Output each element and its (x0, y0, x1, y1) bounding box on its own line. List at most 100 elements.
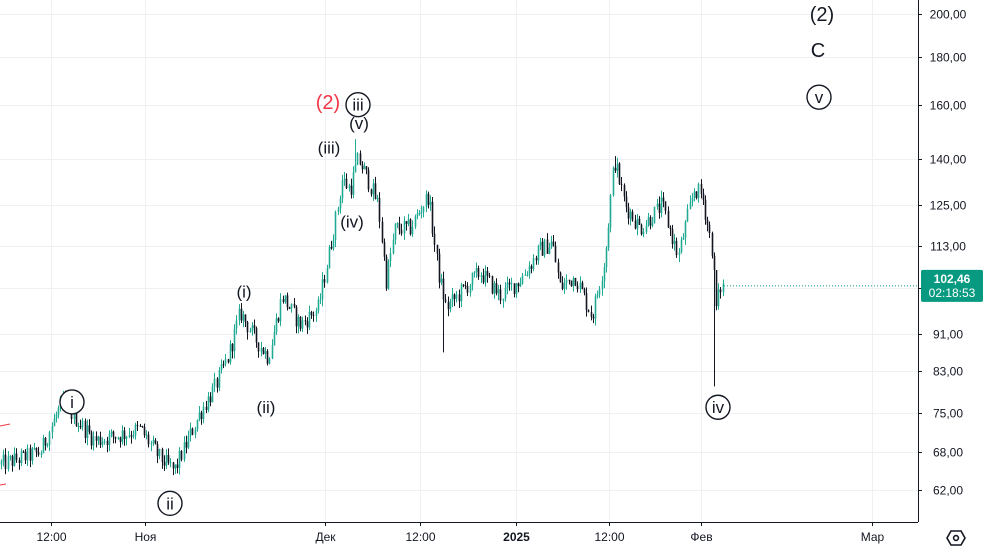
candle-body (535, 257, 538, 261)
candle (227, 358, 230, 364)
candle (279, 293, 282, 327)
candle (667, 206, 670, 228)
candle-body (431, 201, 434, 234)
candle (603, 262, 606, 289)
y-axis-ticks[interactable]: 200,00180,00160,00140,00125,00113,00102,… (918, 8, 967, 498)
y-tick-label: 113,00 (930, 240, 966, 254)
candle-body (95, 436, 98, 441)
candles (0, 139, 918, 476)
candle (97, 435, 100, 445)
candle (143, 423, 146, 438)
candle (128, 427, 131, 439)
candle (444, 294, 447, 304)
wave-label[interactable]: iii (345, 91, 371, 118)
candle (711, 231, 714, 259)
wave-label[interactable]: (iv) (340, 213, 364, 232)
candle (576, 281, 579, 293)
candle (7, 450, 10, 472)
candle-body (548, 247, 551, 254)
candle-body (471, 272, 474, 286)
candle-body (513, 283, 516, 294)
wave-label[interactable]: (ii) (257, 398, 276, 417)
candle (438, 248, 441, 289)
candle-body (612, 167, 615, 196)
wave-label[interactable]: (2) (316, 92, 340, 114)
candle-body (552, 241, 555, 246)
candle-body (271, 345, 274, 359)
candle (543, 238, 546, 258)
candle-body (680, 239, 683, 253)
candle-body (645, 225, 648, 232)
candle-body (242, 314, 245, 321)
candle (546, 233, 549, 254)
wave-label-text: (2) (316, 92, 340, 114)
wave-label[interactable]: (iii) (318, 138, 341, 157)
candle-body (398, 223, 401, 230)
candle-body (618, 163, 621, 184)
candle (658, 196, 661, 219)
candle-body (328, 246, 331, 269)
candle-body (260, 348, 263, 352)
candle-body (530, 266, 533, 269)
candle (403, 216, 406, 240)
candle-body (24, 451, 27, 461)
x-axis-ticks[interactable]: 12:00 Ноя Дек 12:00 2025 12:00 Фев Мар (36, 522, 885, 544)
candle (693, 188, 696, 202)
candle (671, 224, 674, 249)
candle-body (559, 272, 562, 283)
wave-label[interactable]: ii (157, 490, 183, 517)
candle-body (491, 276, 494, 294)
candle-body (348, 185, 351, 189)
candle-body (455, 294, 458, 299)
candle-body (90, 432, 93, 446)
candle-body (653, 206, 656, 224)
candle-body (176, 464, 179, 468)
candle (572, 276, 575, 292)
wave-label[interactable]: (i) (236, 283, 251, 302)
candle-body (671, 229, 674, 245)
wave-label[interactable]: (v) (349, 114, 369, 133)
wave-label[interactable]: (2) (810, 4, 834, 26)
candle (713, 252, 716, 387)
candle (521, 272, 524, 285)
candle (202, 402, 205, 424)
candle (233, 324, 236, 359)
candle (130, 430, 133, 444)
candle-body (609, 195, 612, 228)
candle-body (651, 223, 654, 226)
wave-label[interactable]: iv (705, 394, 731, 420)
x-tick-label: Мар (861, 530, 885, 544)
wave-label[interactable]: C (811, 40, 825, 62)
candle-body (409, 219, 412, 235)
candle (460, 282, 463, 308)
candle-body (194, 429, 197, 435)
candle-body (108, 433, 111, 446)
wave-label[interactable]: i (59, 389, 85, 415)
candle-body (40, 453, 43, 455)
candle (561, 276, 564, 291)
candle (112, 430, 115, 444)
candle (634, 214, 637, 230)
candle-body (616, 163, 619, 171)
candle (616, 157, 619, 178)
candle (198, 406, 201, 422)
candle (440, 273, 443, 286)
candle (568, 279, 571, 285)
y-tick-label: 125,00 (930, 199, 967, 213)
wave-label[interactable]: v (806, 84, 832, 110)
candle-body (642, 231, 645, 235)
candle-body (722, 283, 725, 293)
candle-body (482, 275, 485, 283)
candle-body (251, 325, 254, 331)
candle-body (211, 386, 214, 403)
candle-body (658, 203, 661, 214)
candle-body (81, 420, 84, 428)
candle-body (233, 328, 236, 352)
chart-settings-button[interactable] (946, 530, 966, 546)
candle (557, 258, 560, 279)
candle-body (231, 343, 234, 352)
candle-body (332, 239, 335, 249)
candle (189, 422, 192, 442)
